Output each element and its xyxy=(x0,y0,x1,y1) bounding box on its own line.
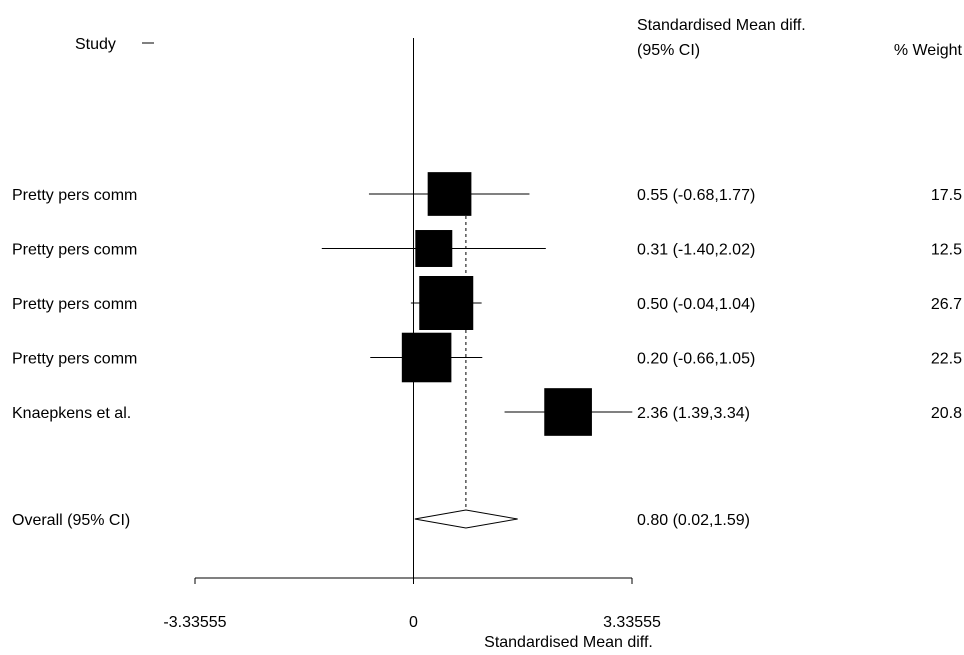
effect-column-header: Standardised Mean diff. xyxy=(637,17,806,34)
weight-value: 17.5 xyxy=(931,187,962,204)
weight-box xyxy=(415,230,453,267)
study-row: Knaepkens et al. 2.36 (1.39,3.34) 20.8 xyxy=(12,388,962,436)
weight-value: 26.7 xyxy=(931,296,962,313)
study-row: Pretty pers comm 0.20 (-0.66,1.05) 22.5 xyxy=(12,332,962,383)
weight-value: 22.5 xyxy=(931,351,962,368)
study-row: Pretty pers comm 0.50 (-0.04,1.04) 26.7 xyxy=(12,276,962,330)
axis-layer: -3.33555 0 3.33555 Standardised Mean diff. xyxy=(163,38,661,651)
weight-box xyxy=(427,172,472,216)
study-column-header: Study xyxy=(75,36,116,53)
weight-box xyxy=(544,388,592,436)
weight-value: 20.8 xyxy=(931,405,962,422)
effect-ci-value: 0.55 (-0.68,1.77) xyxy=(637,187,755,204)
overall-label: Overall (95% CI) xyxy=(12,512,130,529)
ci-column-header: (95% CI) xyxy=(637,42,700,59)
study-name: Knaepkens et al. xyxy=(12,405,131,422)
study-row: Pretty pers comm 0.31 (-1.40,2.02) 12.5 xyxy=(12,230,962,267)
x-tick-label-0: -3.33555 xyxy=(163,614,226,631)
weight-column-header: % Weight xyxy=(894,42,963,59)
study-name: Pretty pers comm xyxy=(12,296,137,313)
weight-value: 12.5 xyxy=(931,242,962,259)
overall-diamond xyxy=(414,509,518,529)
x-tick-label-2: 3.33555 xyxy=(603,614,661,631)
effect-ci-value: 0.20 (-0.66,1.05) xyxy=(637,351,755,368)
overall-ci-value: 0.80 (0.02,1.59) xyxy=(637,512,750,529)
chart-header: Study Standardised Mean diff. (95% CI) %… xyxy=(75,17,963,59)
effect-ci-value: 0.50 (-0.04,1.04) xyxy=(637,296,755,313)
overall-row: Overall (95% CI) 0.80 (0.02,1.59) xyxy=(12,509,750,529)
weight-box xyxy=(401,332,452,383)
weight-box xyxy=(419,276,474,330)
study-row: Pretty pers comm 0.55 (-0.68,1.77) 17.5 xyxy=(12,172,962,216)
x-axis-title: Standardised Mean diff. xyxy=(484,634,653,651)
study-name: Pretty pers comm xyxy=(12,187,137,204)
effect-ci-value: 2.36 (1.39,3.34) xyxy=(637,405,750,422)
study-name: Pretty pers comm xyxy=(12,351,137,368)
effect-ci-value: 0.31 (-1.40,2.02) xyxy=(637,242,755,259)
study-rows: Pretty pers comm 0.55 (-0.68,1.77) 17.5Pre… xyxy=(12,172,962,529)
study-name: Pretty pers comm xyxy=(12,242,137,259)
x-tick-label-1: 0 xyxy=(409,614,418,631)
